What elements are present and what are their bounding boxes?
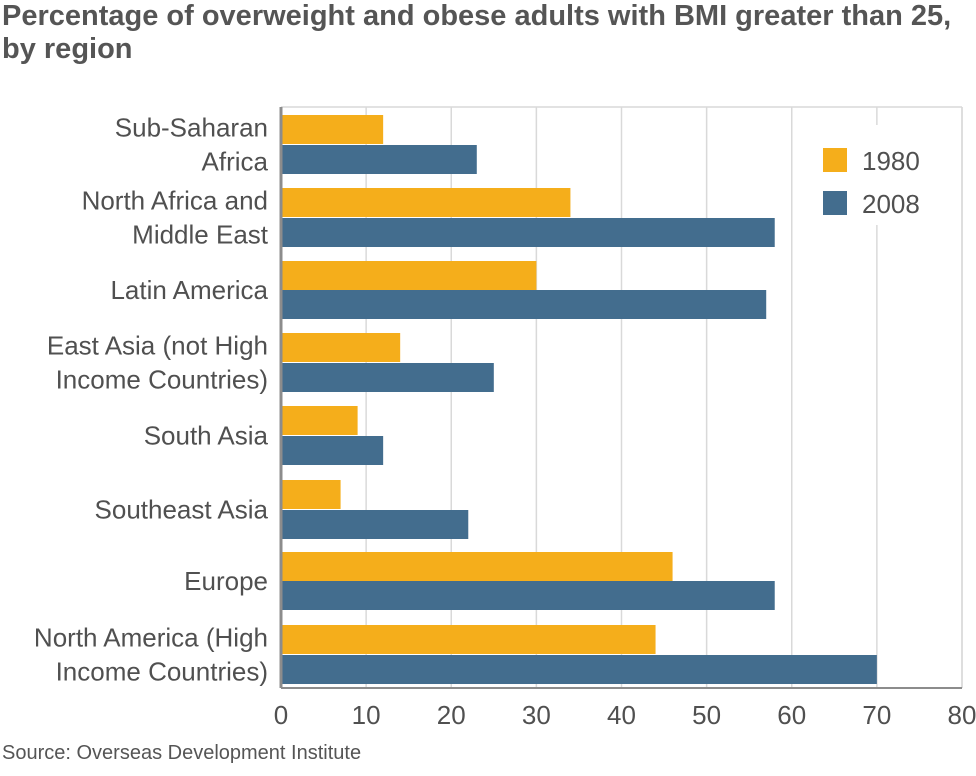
bar-1980 (281, 625, 656, 654)
chart-title: Percentage of overweight and obese adult… (2, 0, 952, 65)
bar-2008 (281, 145, 477, 174)
bar-2008 (281, 290, 767, 319)
x-tick-label: 0 (274, 700, 288, 730)
axes (279, 106, 963, 689)
category-labels: Sub-Saharan Africa North Africa and Middle … (34, 113, 269, 687)
x-tick-label: 80 (948, 700, 976, 730)
category-label: Southeast Asia (95, 495, 269, 525)
legend-label-2008: 2008 (862, 189, 920, 219)
legend: 1980 2008 (793, 125, 938, 225)
legend-swatch-2008 (823, 191, 847, 215)
x-tick-label: 30 (522, 700, 551, 730)
bar-2008 (281, 510, 469, 539)
bar-2008 (281, 581, 775, 610)
legend-label-1980: 1980 (862, 146, 920, 176)
bar-1980 (281, 261, 537, 290)
bar-2008 (281, 655, 877, 684)
bar-1980 (281, 333, 401, 362)
x-tick-label: 20 (437, 700, 466, 730)
category-label: North Africa and Middle East (82, 186, 269, 250)
category-label: East Asia (not High Income Countries) (47, 331, 268, 395)
tick-labels: 0 10 20 30 40 50 60 70 80 (274, 700, 976, 730)
legend-swatch-1980 (823, 148, 847, 172)
category-label: North America (High Income Countries) (34, 623, 268, 687)
x-tick-label: 60 (777, 700, 806, 730)
source-note: Source: Overseas Development Institute (2, 742, 362, 764)
category-label: Sub-Saharan Africa (115, 113, 269, 177)
legend-background (793, 125, 938, 225)
bar-1980 (281, 480, 341, 509)
category-label: Europe (184, 566, 268, 596)
x-tick-label: 50 (692, 700, 721, 730)
bar-1980 (281, 552, 673, 581)
category-label: Latin America (110, 275, 268, 305)
bars (281, 115, 877, 684)
bar-2008 (281, 218, 775, 247)
bar-1980 (281, 115, 384, 144)
bar-1980 (281, 188, 571, 217)
x-tick-label: 10 (352, 700, 381, 730)
bar-1980 (281, 406, 358, 435)
category-label: South Asia (144, 421, 269, 451)
bar-2008 (281, 363, 494, 392)
bar-2008 (281, 436, 384, 465)
x-tick-label: 70 (862, 700, 891, 730)
x-tick-label: 40 (607, 700, 636, 730)
